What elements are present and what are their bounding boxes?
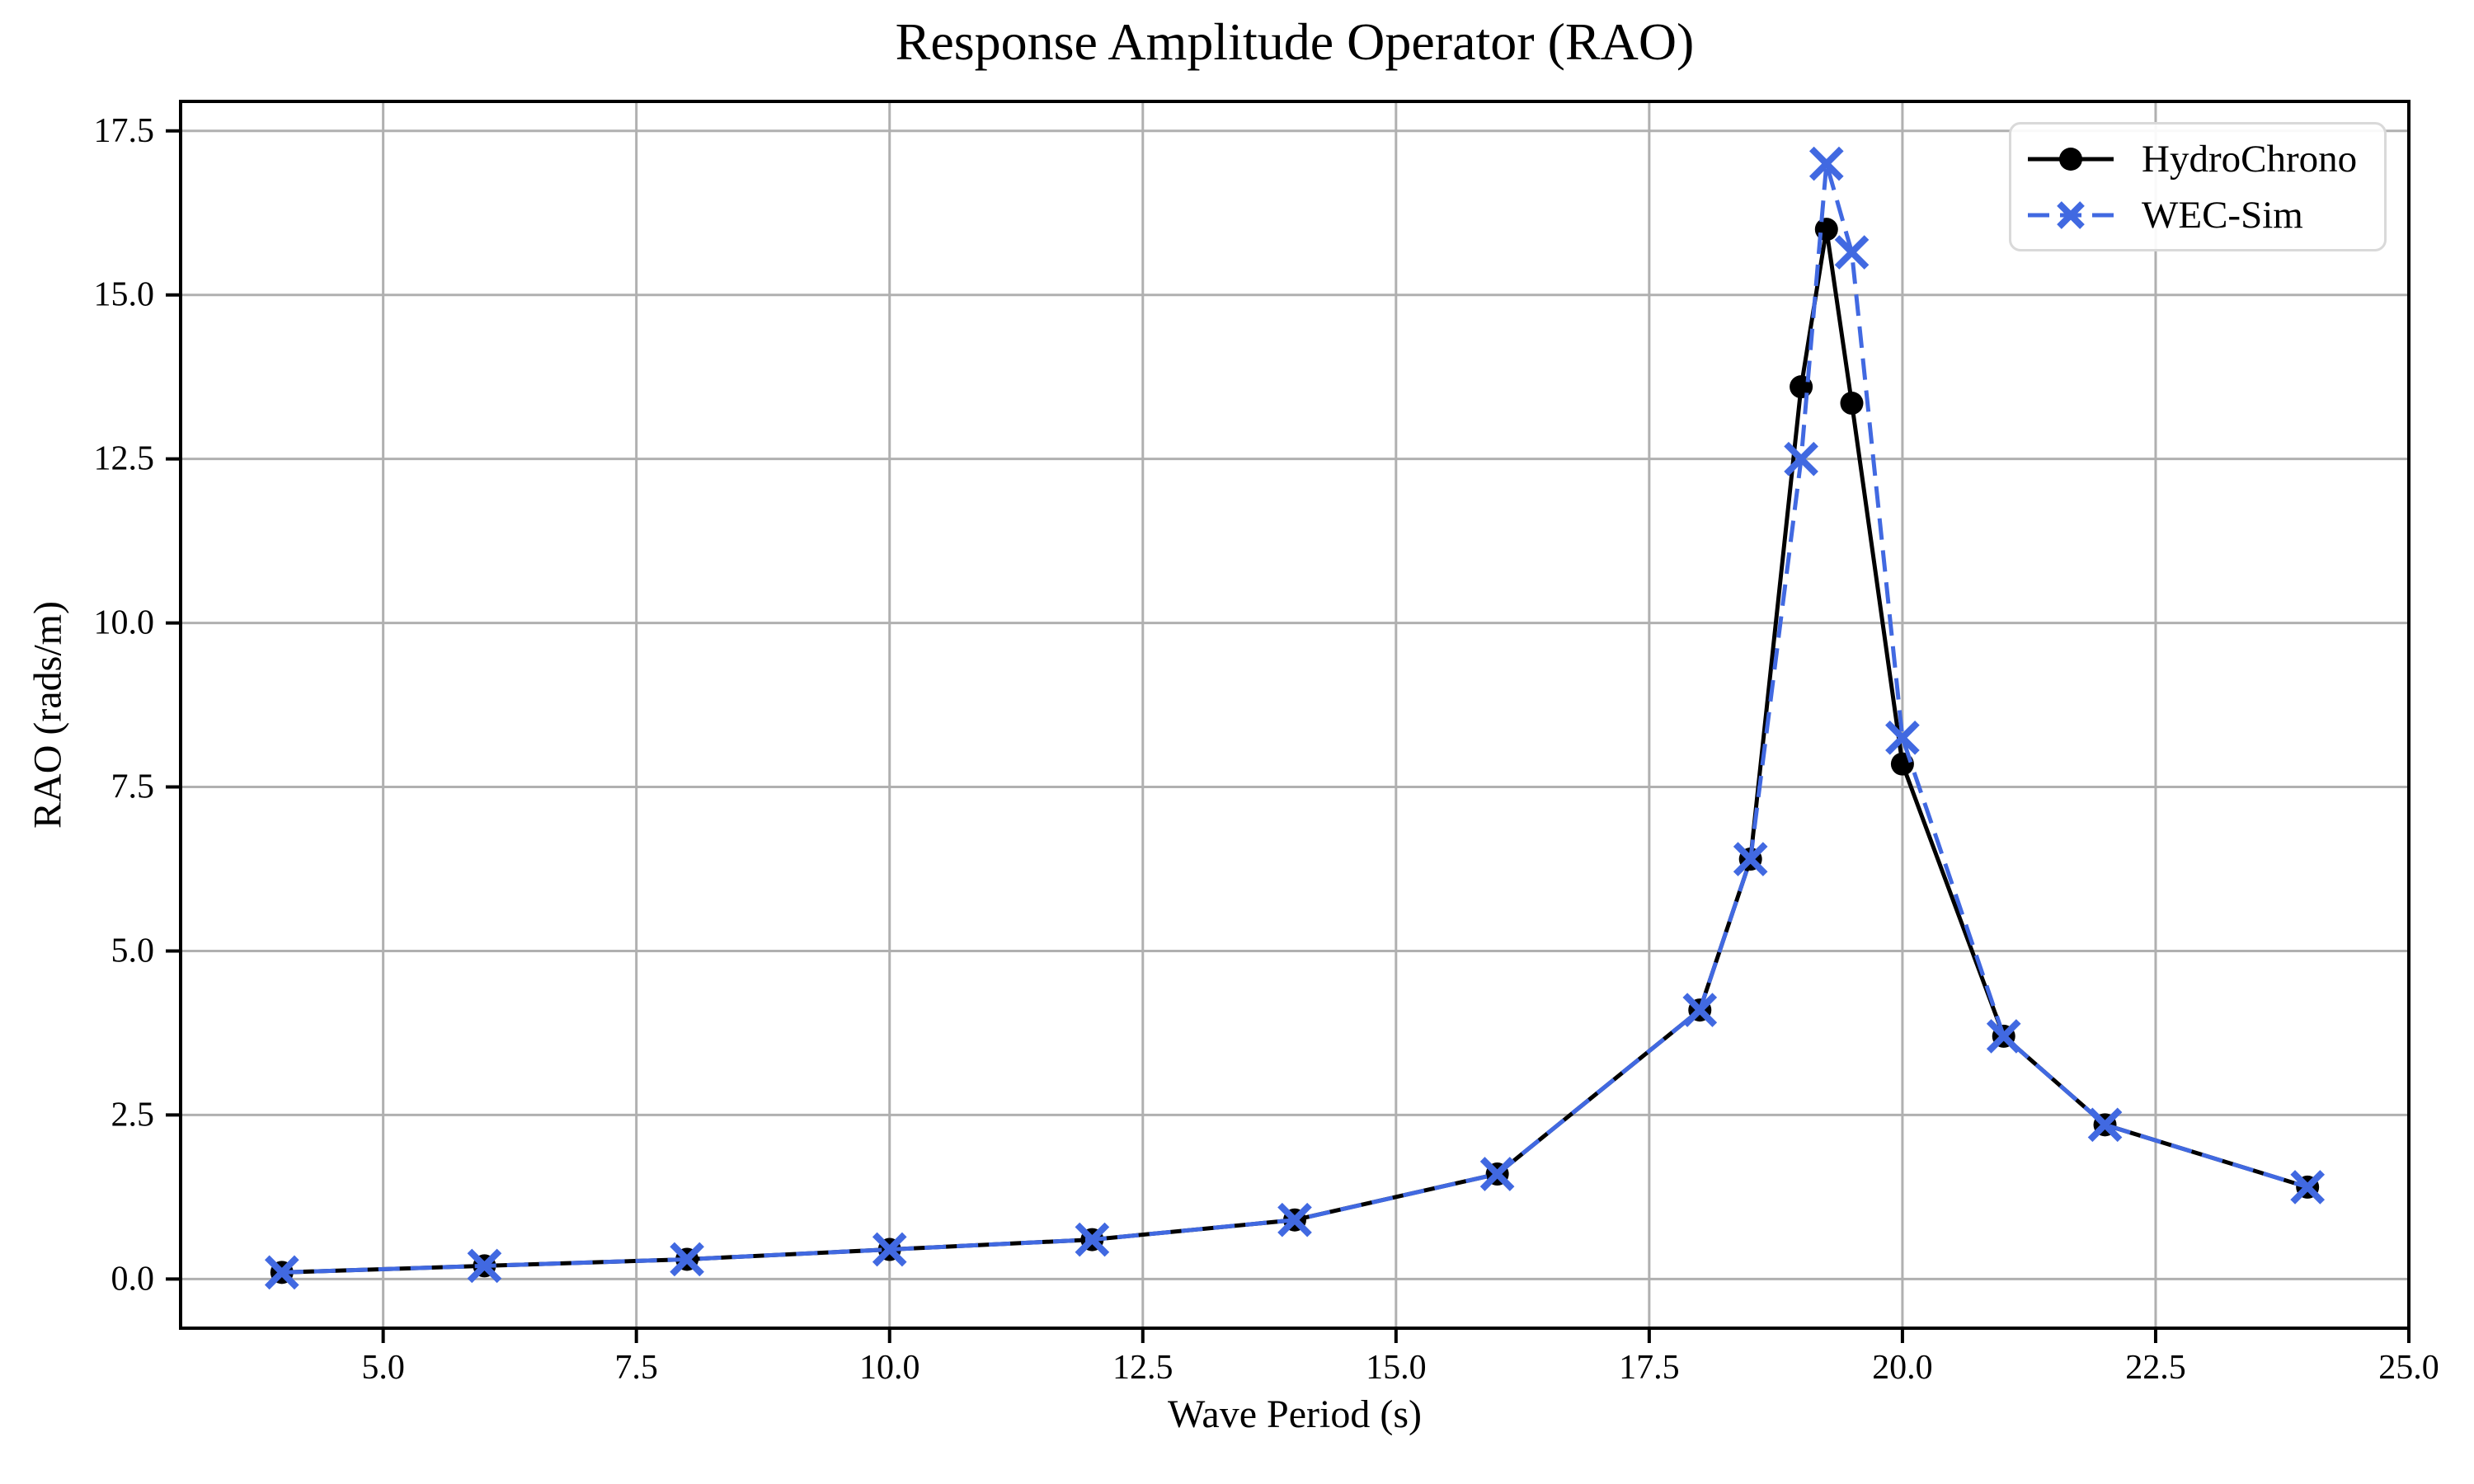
y-tick-label-2.5: 2.5: [111, 1096, 155, 1134]
marker-x-wec-sim-8: [670, 1242, 704, 1277]
marker-x-wec-sim-18.5: [1733, 842, 1768, 876]
series-line-wec-sim: [281, 162, 2308, 1275]
marker-circle-hydrochrono-19.5: [1840, 392, 1864, 416]
marker-x-wec-sim-20: [1885, 721, 1920, 755]
x-tick-label-25.0: 25.0: [2378, 1349, 2439, 1387]
x-tick-label-22.5: 22.5: [2125, 1349, 2186, 1387]
x-tick-label-5.0: 5.0: [361, 1349, 405, 1387]
y-axis-label: RAO (rads/m): [26, 601, 70, 829]
y-tick-label-15.0: 15.0: [94, 276, 155, 314]
marker-x-wec-sim-10: [872, 1232, 907, 1267]
x-tick-label-20.0: 20.0: [1872, 1349, 1933, 1387]
legend-item-hydrochrono: HydroChrono: [2025, 134, 2376, 185]
marker-x-wec-sim-16: [1479, 1157, 1515, 1191]
legend-label-hydrochrono: HydroChrono: [2142, 137, 2358, 181]
x-tick-label-12.5: 12.5: [1112, 1349, 1174, 1387]
x-tick-label-17.5: 17.5: [1619, 1349, 1680, 1387]
legend-sample-dashed-line-x-marker: [2028, 200, 2114, 229]
legend-sample-solid-line-circle-marker: [2028, 147, 2114, 171]
marker-x-wec-sim-12: [1075, 1222, 1110, 1257]
chart-title: Response Amplitude Operator (RAO): [895, 12, 1695, 71]
axes-frame: [179, 100, 2411, 1330]
x-axis-label: Wave Period (s): [1167, 1392, 1423, 1436]
x-tick-label-10.0: 10.0: [859, 1349, 920, 1387]
marker-x-wec-sim-24: [2290, 1170, 2326, 1205]
y-tick-label-5.0: 5.0: [111, 932, 155, 970]
marker-x-wec-sim-19.5: [1834, 235, 1870, 270]
marker-x-wec-sim-14: [1277, 1202, 1312, 1237]
series-layer: [264, 146, 2326, 1290]
y-tick-label-12.5: 12.5: [94, 440, 155, 478]
marker-x-wec-sim-19: [1784, 441, 1818, 477]
legend-label-wecsim: WEC-Sim: [2142, 193, 2303, 237]
marker-x-wec-sim-18: [1682, 993, 1718, 1027]
y-tick-label-0.0: 0.0: [111, 1260, 155, 1298]
legend-item-wecsim: WEC-Sim: [2025, 190, 2376, 241]
grid-layer: [181, 101, 2411, 1328]
y-tick-label-10.0: 10.0: [94, 604, 155, 642]
y-tick-label-17.5: 17.5: [94, 112, 155, 150]
marker-x-wec-sim-6: [467, 1248, 502, 1284]
marker-x-wec-sim-21: [1986, 1019, 2021, 1054]
legend: HydroChrono WEC-Sim: [2009, 122, 2387, 251]
y-tick-label-7.5: 7.5: [111, 768, 155, 806]
marker-x-wec-sim-4: [264, 1255, 299, 1290]
x-tick-label-7.5: 7.5: [614, 1349, 658, 1387]
x-tick-label-15.0: 15.0: [1366, 1349, 1427, 1387]
marker-x-wec-sim-22: [2087, 1107, 2123, 1143]
marker-x-wec-sim-19.25: [1808, 146, 1844, 181]
axes-layer: 5.0 7.5 10.0 12.5 15.0 17.5 20.0 22.5 25.0 0.0 2.5…: [94, 100, 2439, 1387]
